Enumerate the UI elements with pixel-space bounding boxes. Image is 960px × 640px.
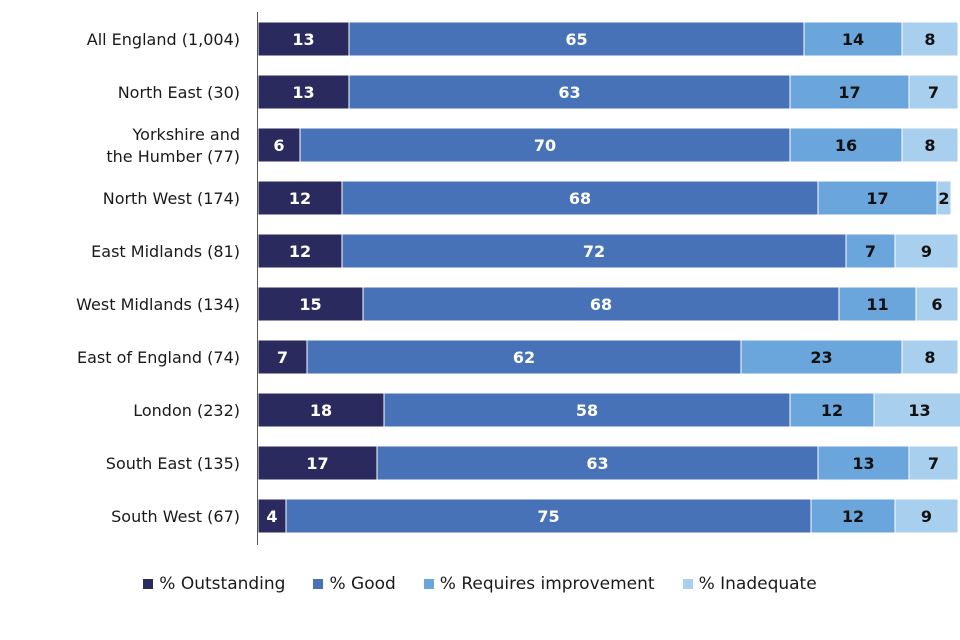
legend-label: % Outstanding bbox=[159, 574, 286, 594]
data-label: 13 bbox=[908, 401, 930, 420]
bar-segment bbox=[257, 233, 343, 269]
bar-segment bbox=[257, 180, 343, 216]
data-label: 8 bbox=[924, 136, 935, 155]
data-label: 68 bbox=[569, 189, 591, 208]
legend: % Outstanding % Good % Requires improvemen… bbox=[0, 574, 960, 594]
data-label: 2 bbox=[938, 189, 949, 208]
legend-item: % Requires improvement bbox=[423, 574, 655, 594]
data-label: 68 bbox=[590, 295, 612, 314]
bar-segment bbox=[383, 392, 791, 428]
data-label: 11 bbox=[866, 295, 888, 314]
bar-segment bbox=[306, 339, 742, 375]
category-label: London (232) bbox=[133, 401, 240, 420]
data-label: 13 bbox=[292, 30, 314, 49]
bar-segment bbox=[803, 21, 903, 57]
bar-segment bbox=[348, 74, 791, 110]
legend-item: % Outstanding bbox=[143, 574, 285, 594]
bar-segment bbox=[299, 127, 791, 163]
data-label: 63 bbox=[558, 83, 580, 102]
legend-item: % Good bbox=[313, 574, 396, 594]
data-label: 58 bbox=[576, 401, 598, 420]
data-label: 6 bbox=[931, 295, 942, 314]
category-label: East of England (74) bbox=[77, 348, 240, 367]
data-label: 8 bbox=[924, 30, 935, 49]
data-label: 16 bbox=[835, 136, 857, 155]
data-label: 8 bbox=[924, 348, 935, 367]
legend-swatch bbox=[313, 579, 324, 589]
legend-label: % Inadequate bbox=[698, 574, 817, 594]
bar-segment bbox=[789, 74, 910, 110]
bar-segment bbox=[908, 445, 959, 481]
bar-segment bbox=[894, 498, 959, 534]
data-label: 6 bbox=[273, 136, 284, 155]
bar-segment bbox=[915, 286, 959, 322]
legend-swatch bbox=[423, 579, 434, 589]
bar-segment bbox=[810, 498, 896, 534]
data-label: 12 bbox=[289, 242, 311, 261]
category-label: West Midlands (134) bbox=[76, 295, 240, 314]
data-label: 63 bbox=[586, 454, 608, 473]
data-label: 72 bbox=[583, 242, 605, 261]
legend-swatch bbox=[682, 579, 693, 589]
category-label: South East (135) bbox=[106, 454, 240, 473]
data-label: 13 bbox=[852, 454, 874, 473]
bar-segment bbox=[740, 339, 903, 375]
bar-segment bbox=[873, 392, 960, 428]
bar-segment bbox=[908, 74, 959, 110]
data-label: 17 bbox=[866, 189, 888, 208]
data-label: 13 bbox=[292, 83, 314, 102]
bar-segment bbox=[341, 233, 847, 269]
data-label: 12 bbox=[289, 189, 311, 208]
bar-segment bbox=[817, 445, 910, 481]
data-label: 7 bbox=[928, 454, 939, 473]
bar-segment bbox=[257, 74, 350, 110]
data-label: 4 bbox=[266, 507, 277, 526]
bar-segment bbox=[845, 233, 896, 269]
legend-label: % Requires improvement bbox=[439, 574, 655, 594]
data-label: 7 bbox=[277, 348, 288, 367]
bar-segment bbox=[789, 392, 875, 428]
bar-segment bbox=[838, 286, 917, 322]
category-label: South West (67) bbox=[111, 507, 240, 526]
legend-swatch bbox=[143, 579, 154, 589]
legend-label: % Good bbox=[329, 574, 396, 594]
category-label: All England (1,004) bbox=[87, 30, 240, 49]
bar-segment bbox=[894, 233, 959, 269]
bar-segment bbox=[376, 445, 819, 481]
bar-segment bbox=[285, 498, 812, 534]
bar-segment bbox=[257, 339, 308, 375]
data-label: 62 bbox=[513, 348, 535, 367]
legend-item: % Inadequate bbox=[682, 574, 817, 594]
bar-segment bbox=[362, 286, 840, 322]
data-label: 7 bbox=[928, 83, 939, 102]
category-label: Yorkshire and the Humber (77) bbox=[106, 125, 240, 166]
data-label: 12 bbox=[842, 507, 864, 526]
bar-segment bbox=[901, 21, 959, 57]
bar-segment bbox=[936, 180, 952, 216]
category-labels: All England (1,004) North East (30) Yorksh… bbox=[76, 30, 240, 526]
data-label: 9 bbox=[921, 507, 932, 526]
data-label: 17 bbox=[838, 83, 860, 102]
data-label: 18 bbox=[310, 401, 332, 420]
data-label: 17 bbox=[306, 454, 328, 473]
category-label: North West (174) bbox=[103, 189, 240, 208]
bar-segment bbox=[341, 180, 819, 216]
bar-segment bbox=[901, 339, 959, 375]
data-label: 15 bbox=[299, 295, 321, 314]
category-label: East Midlands (81) bbox=[91, 242, 240, 261]
data-label: 23 bbox=[810, 348, 832, 367]
bar-segment bbox=[901, 127, 959, 163]
data-label: 70 bbox=[534, 136, 556, 155]
bars-group: 13 65 14 813 63 17 76 70 16 812 68 17 212 72 7 915 68 11 6… bbox=[257, 21, 960, 534]
data-label: 9 bbox=[921, 242, 932, 261]
data-label: 7 bbox=[865, 242, 876, 261]
bar-segment bbox=[348, 21, 805, 57]
data-label: 14 bbox=[842, 30, 864, 49]
data-label: 12 bbox=[821, 401, 843, 420]
category-label: North East (30) bbox=[118, 83, 240, 102]
data-label: 65 bbox=[565, 30, 587, 49]
bar-segment bbox=[257, 21, 350, 57]
data-label: 75 bbox=[537, 507, 559, 526]
